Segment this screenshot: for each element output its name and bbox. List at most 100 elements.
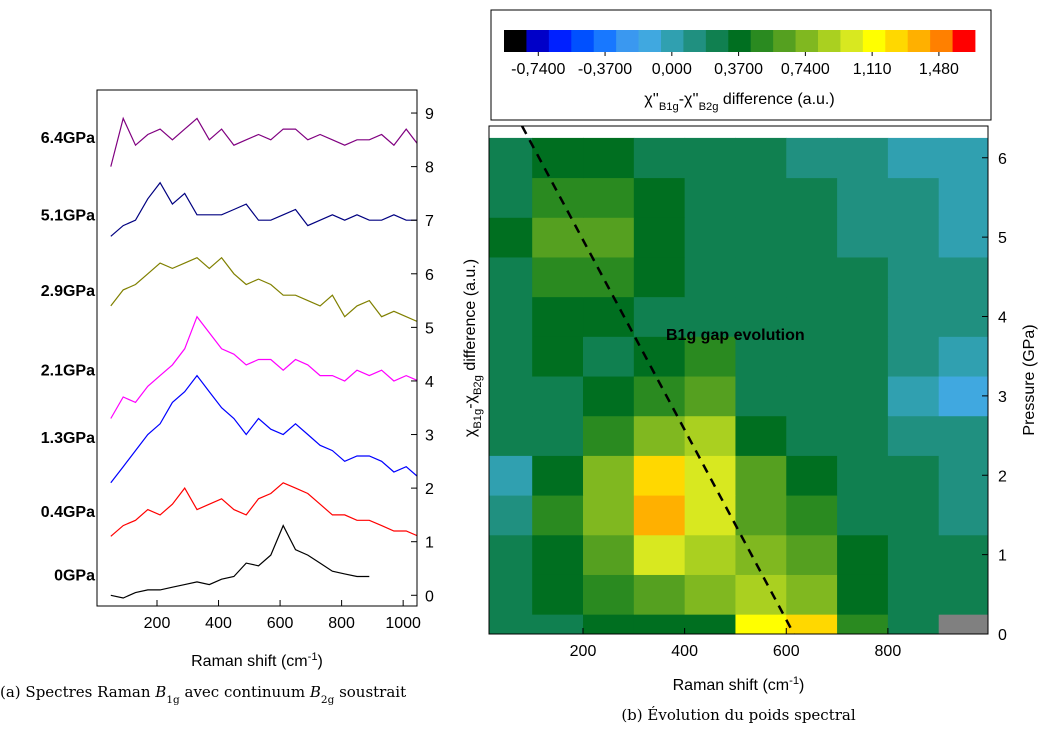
x-tick-label: 600	[267, 615, 294, 632]
heat-cell	[887, 534, 940, 575]
y-tick-label: 0	[425, 588, 434, 605]
x-axis-label-part: Raman shift (cm	[191, 653, 307, 670]
series-label: 0.4GPa	[41, 504, 95, 521]
caption-part: soustrait	[334, 683, 406, 701]
colorbar-band	[526, 30, 550, 52]
colorbar-band	[930, 30, 953, 52]
heat-cell	[837, 217, 889, 258]
heat-cell	[786, 256, 838, 298]
x-axis-label-part: )	[799, 677, 804, 694]
heat-cell	[633, 177, 686, 218]
heat-cell	[489, 256, 533, 298]
colorbar-band	[593, 30, 617, 52]
colorbar-frame	[490, 9, 992, 121]
heat-cell	[684, 217, 736, 258]
y-axis-label: Pressure (GPa)	[1021, 324, 1038, 435]
heat-cell	[735, 415, 787, 456]
heat-cell	[633, 574, 686, 615]
colorbar-band	[616, 30, 639, 52]
series-label: 2.9GPa	[41, 283, 95, 300]
colorbar-band	[773, 30, 796, 52]
heat-cell	[887, 415, 940, 456]
heat-cell	[837, 534, 889, 575]
heat-cell	[583, 336, 635, 377]
colorbar-tick-label: 0,7400	[781, 61, 830, 78]
heat-cell	[532, 296, 584, 337]
y-tick-label: 3	[998, 389, 1007, 406]
colorbar-tick-label: 0,000	[652, 61, 692, 78]
x-tick-label: 1000	[385, 615, 421, 632]
heat-cell	[633, 534, 686, 575]
colorbar-label-part: B2g	[699, 101, 719, 113]
caption-part: avec continuum	[180, 683, 310, 701]
heat-cell	[583, 495, 635, 536]
heat-cell	[837, 574, 889, 615]
y-tick-label: 2	[425, 481, 434, 498]
series-line	[110, 524, 370, 599]
colorbar-tick-label: -0,7400	[511, 61, 565, 78]
y-axis-label-part: χ	[462, 428, 479, 437]
heat-cell	[489, 376, 533, 417]
y-tick-label: 4	[998, 310, 1007, 327]
heat-cell	[837, 256, 889, 298]
heat-cell	[684, 495, 736, 536]
heat-cell	[684, 376, 736, 417]
series-label: 6.4GPa	[41, 130, 95, 147]
heat-cell	[735, 376, 787, 417]
heat-cell	[489, 137, 533, 179]
heat-cell	[583, 177, 635, 218]
series-line	[110, 256, 417, 323]
heat-cell	[786, 614, 838, 634]
heat-cell	[633, 455, 686, 496]
y-tick-label: 3	[425, 428, 434, 445]
x-tick-label: 200	[144, 615, 171, 632]
colorbar-band	[661, 30, 684, 52]
heat-cell	[684, 455, 736, 496]
y-tick-label: 9	[425, 106, 434, 123]
heat-cell	[684, 256, 736, 298]
y-tick-label: 5	[998, 230, 1007, 247]
heat-cell	[837, 455, 889, 496]
heat-cell	[684, 336, 736, 377]
heat-cell	[938, 256, 988, 298]
series-line	[110, 181, 417, 237]
heat-cell	[532, 614, 584, 634]
heat-cell	[532, 256, 584, 298]
colorbar-band	[750, 30, 774, 52]
heat-cell	[532, 177, 584, 218]
heat-cell	[583, 614, 635, 634]
heat-cell	[633, 614, 686, 634]
series-label: 0GPa	[54, 567, 95, 584]
heat-cell	[735, 177, 787, 218]
heat-cell	[583, 415, 635, 456]
heat-cell	[786, 415, 838, 456]
colorbar-band	[818, 30, 841, 52]
heat-cell	[735, 574, 787, 615]
heat-cell	[489, 614, 533, 634]
heat-cell	[887, 455, 940, 496]
heat-cell	[837, 336, 889, 377]
heat-cell	[633, 296, 686, 337]
annotation: B1g gap evolution	[666, 327, 805, 344]
x-axis-label: Raman shift (cm-1)	[673, 675, 805, 694]
heat-cell	[633, 415, 686, 456]
heat-cell	[786, 455, 838, 496]
heat-cell	[938, 495, 988, 536]
heat-cell	[532, 574, 584, 615]
y-axis-label-part: -χ	[462, 394, 479, 408]
caption: (b) Évolution du poids spectral	[621, 706, 856, 724]
heat-cell	[887, 137, 940, 179]
y-tick-label: 5	[425, 320, 434, 337]
heat-cell	[489, 177, 533, 218]
series-line	[110, 315, 417, 419]
heat-cell	[735, 336, 787, 377]
y-axis-label-part: B1g	[472, 409, 484, 429]
caption-part: B	[154, 683, 166, 701]
colorbar-label-part: χ''	[644, 91, 659, 108]
heat-cell	[938, 336, 988, 377]
heat-cell	[735, 256, 787, 298]
heat-cell	[887, 336, 940, 377]
colorbar-band	[504, 30, 527, 52]
heat-cell	[837, 614, 889, 634]
